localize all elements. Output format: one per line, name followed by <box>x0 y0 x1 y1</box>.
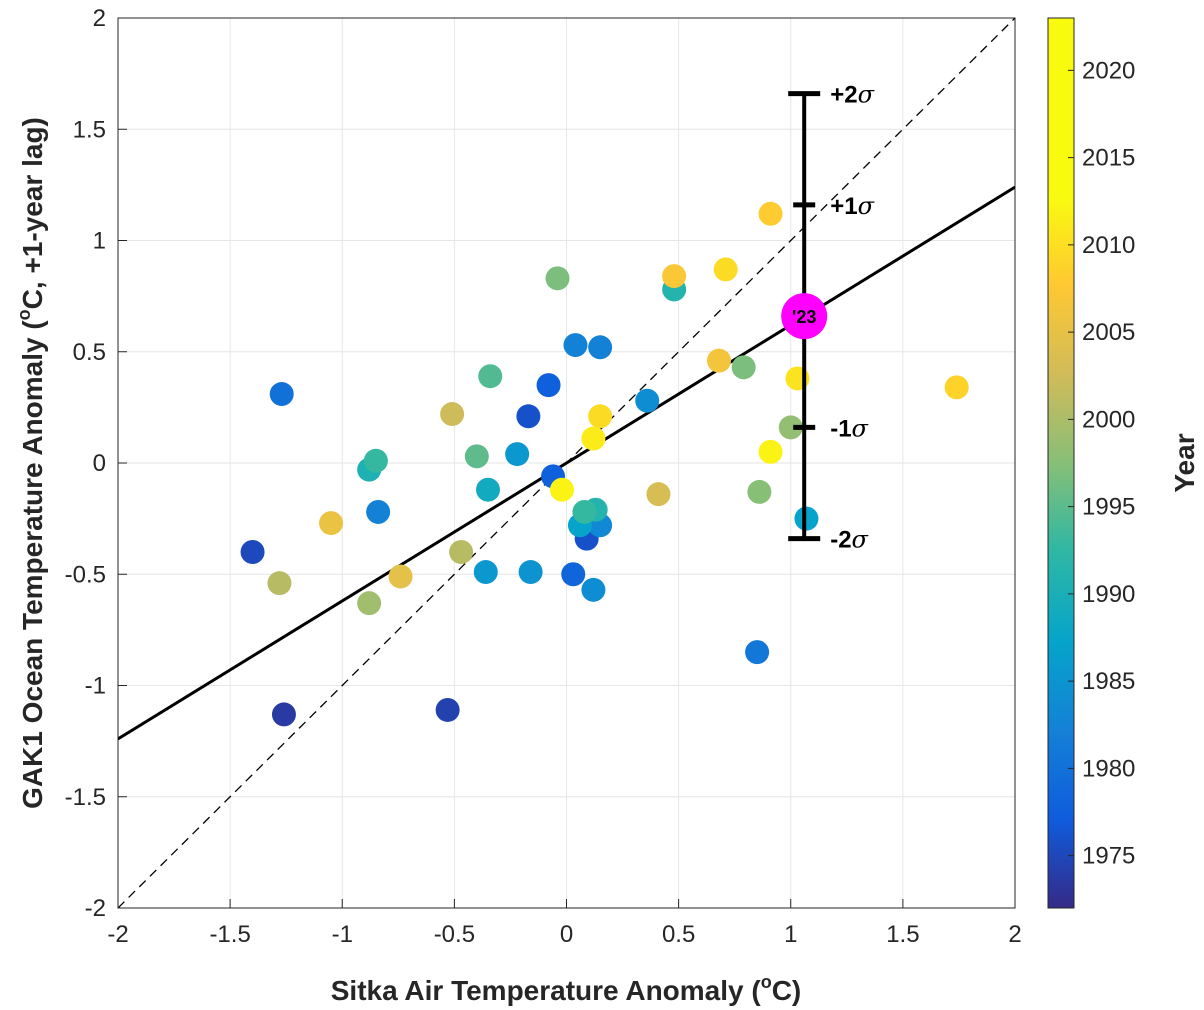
data-point <box>545 266 570 291</box>
data-point <box>505 442 530 467</box>
sigma-label: +2σ <box>830 81 874 109</box>
data-point <box>588 335 613 360</box>
data-point <box>550 477 575 502</box>
data-point <box>363 448 388 473</box>
x-tick-label: -2 <box>107 921 128 948</box>
colorbar-label: Year <box>1169 433 1200 492</box>
data-point <box>240 540 265 564</box>
colorbar-tick-label: 1975 <box>1082 843 1135 870</box>
data-point <box>662 264 687 289</box>
data-point <box>271 702 296 727</box>
colorbar-tick-label: 1990 <box>1082 581 1135 608</box>
data-point <box>536 373 561 398</box>
y-tick-label: -2 <box>85 895 106 922</box>
data-points <box>240 201 969 727</box>
x-tick-label: 1.5 <box>886 921 919 948</box>
colorbar-tick-label: 2005 <box>1082 319 1135 346</box>
data-point <box>563 333 588 358</box>
x-axis-label: Sitka Air Temperature Anomaly (oC) <box>331 972 802 1006</box>
sigma-label: -1σ <box>830 414 868 442</box>
data-point <box>561 562 586 587</box>
sigma-label: +1σ <box>830 192 874 220</box>
data-point <box>269 382 294 407</box>
data-point <box>706 348 731 373</box>
y-tick-label: 1 <box>93 228 106 255</box>
highlight-label: '23 <box>792 307 816 327</box>
data-point <box>267 571 292 596</box>
highlight-marker <box>781 293 828 340</box>
data-point <box>747 479 772 504</box>
colorbar-tick-label: 1985 <box>1082 668 1135 695</box>
data-point <box>581 426 606 451</box>
data-point <box>635 388 660 413</box>
reference-lines <box>118 18 1015 908</box>
colorbar-tick-label: 2000 <box>1082 406 1135 433</box>
data-point <box>440 402 465 427</box>
data-point <box>518 560 543 585</box>
data-point <box>464 444 489 469</box>
data-point <box>572 499 597 524</box>
x-tick-label: 1 <box>784 921 797 948</box>
data-point <box>478 364 503 389</box>
x-tick-label: -1.5 <box>209 921 250 948</box>
y-axis-label: GAK1 Ocean Temperature Anomaly (oC, +1-y… <box>14 117 48 809</box>
regression-line <box>118 185 1015 741</box>
colorbar-tick-label: 1995 <box>1082 494 1135 521</box>
colorbar-tick-label: 2015 <box>1082 145 1135 172</box>
colorbar-gradient <box>1047 17 1075 909</box>
data-point <box>646 482 671 507</box>
data-point <box>713 257 738 282</box>
x-axis-ticks: -2 -1.5 -1 -0.5 0 0.5 1 1.5 2 <box>107 899 1022 948</box>
data-point <box>758 439 783 464</box>
y-tick-label: 2 <box>93 5 106 32</box>
y-tick-label: 0 <box>93 450 106 477</box>
grid-lines <box>118 18 1015 908</box>
colorbar: 1975 1980 1985 1990 1995 2000 2005 2010 2015 2020 <box>1047 17 1135 909</box>
colorbar-tick-label: 2020 <box>1082 57 1135 84</box>
data-point <box>731 355 756 380</box>
y-tick-label: 0.5 <box>73 339 106 366</box>
y-tick-label: -1.5 <box>65 784 106 811</box>
x-tick-label: -0.5 <box>434 921 475 948</box>
data-point <box>581 577 606 602</box>
data-point <box>388 564 413 589</box>
x-tick-label: 2 <box>1008 921 1021 948</box>
sigma-label: -2σ <box>830 526 868 554</box>
y-tick-label: -0.5 <box>65 561 106 588</box>
data-point <box>435 697 460 722</box>
data-point <box>366 499 391 524</box>
y-tick-label: -1 <box>85 673 106 700</box>
x-tick-label: 0.5 <box>662 921 695 948</box>
data-point <box>745 640 770 665</box>
data-point <box>319 511 344 536</box>
data-point <box>758 201 783 226</box>
data-point <box>944 375 969 400</box>
colorbar-tick-label: 1980 <box>1082 755 1135 782</box>
x-tick-label: 0 <box>560 921 573 948</box>
y-tick-label: 1.5 <box>73 116 106 143</box>
data-point <box>778 415 803 440</box>
highlight-2023: '23 <box>781 293 828 340</box>
data-point <box>473 560 498 585</box>
y-axis-ticks: -2 -1.5 -1 -0.5 0 0.5 1 1.5 2 <box>65 5 127 922</box>
data-point <box>794 506 819 531</box>
x-tick-label: -1 <box>332 921 353 948</box>
data-point <box>357 591 382 616</box>
data-point <box>476 477 501 502</box>
data-point <box>449 540 474 564</box>
data-point <box>588 404 613 429</box>
colorbar-tick-label: 2010 <box>1082 232 1135 259</box>
data-point <box>516 404 541 429</box>
